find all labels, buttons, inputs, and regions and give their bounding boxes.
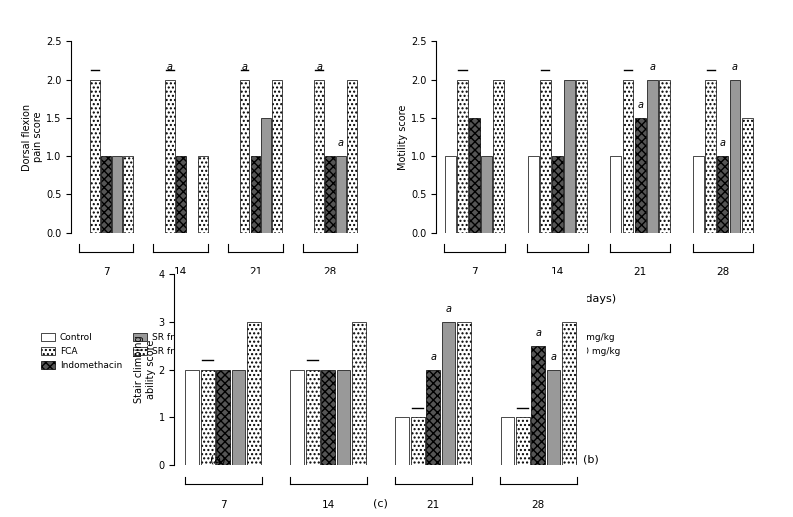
Text: 28: 28 <box>531 500 545 510</box>
Bar <box>396 418 409 465</box>
Bar <box>426 370 440 465</box>
Bar <box>611 156 622 233</box>
Bar <box>741 118 753 233</box>
Text: a: a <box>242 62 247 72</box>
Bar <box>112 156 122 233</box>
Bar <box>457 80 468 233</box>
Text: a: a <box>167 62 173 72</box>
Bar <box>469 118 480 233</box>
Bar <box>457 322 471 465</box>
Text: 14: 14 <box>321 500 335 510</box>
Bar <box>336 370 351 465</box>
Bar <box>493 80 504 233</box>
Text: a: a <box>649 62 655 72</box>
Legend: Control, FCA, Indomethacin, SR fraction 50 mg/kg, SR fraction 100 mg/kg: Control, FCA, Indomethacin, SR fraction … <box>408 333 621 370</box>
Bar <box>272 80 282 233</box>
Text: 21: 21 <box>634 267 647 277</box>
Text: a: a <box>316 62 322 72</box>
Bar <box>165 80 174 233</box>
Bar <box>442 322 455 465</box>
Text: a: a <box>535 328 541 338</box>
Bar <box>101 156 111 233</box>
Bar <box>576 80 587 233</box>
Bar <box>336 156 346 233</box>
Text: 21: 21 <box>427 500 440 510</box>
Bar <box>546 370 561 465</box>
Bar <box>693 156 704 233</box>
Bar <box>564 80 575 233</box>
Text: (a): (a) <box>210 455 226 465</box>
Bar <box>730 80 741 233</box>
Bar <box>347 80 357 233</box>
Text: 14: 14 <box>550 267 564 277</box>
Text: 21: 21 <box>249 267 262 277</box>
Text: (days): (days) <box>201 294 236 304</box>
Bar <box>552 156 563 233</box>
Bar <box>562 322 576 465</box>
Text: a: a <box>720 139 726 148</box>
Bar <box>634 118 646 233</box>
Text: a: a <box>338 139 344 148</box>
Y-axis label: Stair climbing
ability score: Stair climbing ability score <box>134 336 155 403</box>
Bar <box>262 118 271 233</box>
Bar <box>197 156 208 233</box>
Bar <box>445 156 456 233</box>
Bar <box>321 370 335 465</box>
Bar <box>247 322 261 465</box>
Text: 7: 7 <box>102 267 109 277</box>
Bar <box>176 156 186 233</box>
Bar <box>186 370 199 465</box>
Bar <box>623 80 634 233</box>
Bar <box>216 370 230 465</box>
Bar <box>718 156 728 233</box>
Bar <box>239 80 250 233</box>
Bar <box>411 418 425 465</box>
Text: 7: 7 <box>471 267 478 277</box>
Text: (b): (b) <box>583 455 599 465</box>
Bar <box>540 80 550 233</box>
Bar <box>659 80 670 233</box>
Text: a: a <box>637 100 643 110</box>
Bar <box>527 156 538 233</box>
Bar <box>647 80 657 233</box>
Y-axis label: Dorsal flexion
pain score: Dorsal flexion pain score <box>21 103 44 171</box>
Text: 14: 14 <box>174 267 187 277</box>
Bar <box>325 156 335 233</box>
Bar <box>306 370 320 465</box>
Y-axis label: Motility score: Motility score <box>398 104 408 170</box>
Bar <box>314 80 324 233</box>
Bar <box>352 322 366 465</box>
Text: a: a <box>430 352 436 362</box>
Bar <box>516 418 530 465</box>
Text: a: a <box>732 62 738 72</box>
Text: a: a <box>446 304 451 314</box>
Bar <box>251 156 260 233</box>
Bar <box>232 370 245 465</box>
Text: (c): (c) <box>374 499 388 509</box>
Bar <box>481 156 492 233</box>
Text: 28: 28 <box>716 267 730 277</box>
Legend: Control, FCA, Indomethacin, SR fraction 50 mg/kg, SR fraction 100 mg/kg: Control, FCA, Indomethacin, SR fraction … <box>40 333 253 370</box>
Bar <box>123 156 132 233</box>
Bar <box>705 80 716 233</box>
Bar <box>90 80 100 233</box>
Bar <box>290 370 305 465</box>
Text: a: a <box>550 352 557 362</box>
Bar <box>201 370 215 465</box>
Text: 28: 28 <box>324 267 337 277</box>
Bar <box>531 346 545 465</box>
Text: (days): (days) <box>581 294 616 304</box>
Text: 7: 7 <box>220 500 227 510</box>
Bar <box>500 418 515 465</box>
